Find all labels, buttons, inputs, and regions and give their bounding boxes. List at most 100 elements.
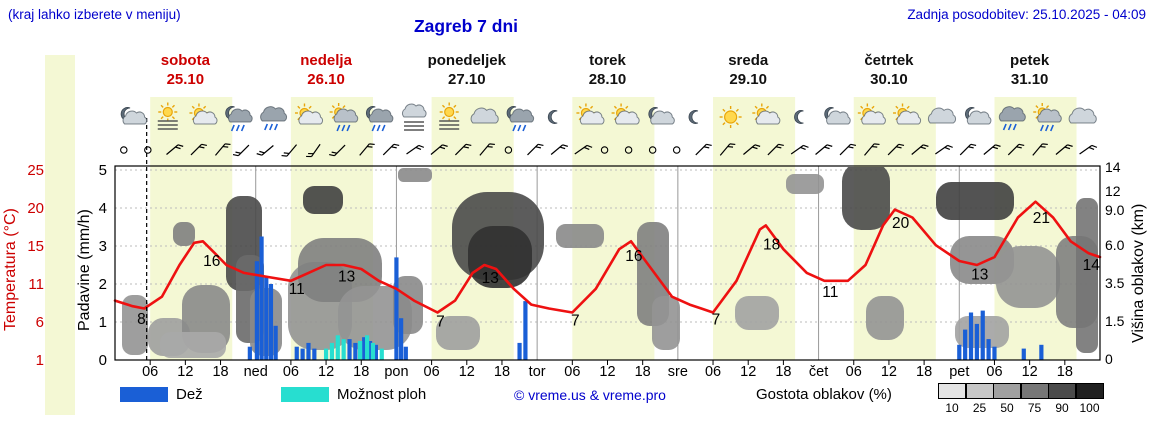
day-header-2: nedelja 26.10 <box>256 51 396 89</box>
weather-icon-sun-cloud <box>189 103 218 125</box>
day-name: nedelja <box>300 52 352 69</box>
weather-icon-fog-sun <box>157 102 178 130</box>
wind-barb-icon <box>911 144 929 155</box>
wind-barb-icon <box>479 143 495 156</box>
weather-icon-cloud <box>927 107 957 124</box>
weather-icon-sun <box>719 106 742 128</box>
x-tick-label: 06 <box>705 364 721 380</box>
cloud-blob <box>842 167 890 230</box>
cloud-scale-segment <box>1075 383 1104 399</box>
cloud-blob <box>996 246 1060 308</box>
wind-barb-icon <box>306 143 321 158</box>
x-tick-label: 18 <box>212 364 228 380</box>
x-tick-label: 06 <box>424 364 440 380</box>
temp-point-label: 11 <box>822 284 838 301</box>
precip-axis-tick: 5 <box>99 162 107 179</box>
x-tick-label: 12 <box>1022 364 1038 380</box>
weather-icon-moon <box>794 110 804 124</box>
x-tick-label: 18 <box>1057 364 1073 380</box>
rain-bar <box>294 346 299 360</box>
rain-legend-label: Dež <box>176 386 203 403</box>
weather-icon-sun-cloud <box>752 103 781 125</box>
wind-barb-icon <box>983 144 1001 155</box>
x-tick-label: 18 <box>916 364 932 380</box>
cloud-blob <box>298 238 382 302</box>
cloud-scale-tick: 75 <box>1027 401 1042 415</box>
weather-icon-rain-moon <box>225 106 253 132</box>
precip-axis-tick: 2 <box>99 276 107 293</box>
rain-bar <box>963 329 968 360</box>
cloud-blob <box>173 222 195 246</box>
cloud-axis-tick: 12 <box>1105 183 1121 199</box>
x-tick-label: 12 <box>599 364 615 380</box>
cloud-blob <box>303 186 343 214</box>
wind-barb-icon <box>1007 143 1025 156</box>
wind-barb-icon <box>382 143 400 156</box>
wind-barb-icon <box>214 143 231 156</box>
temp-axis-tick: 1 <box>36 352 44 369</box>
shower-bar <box>379 348 384 360</box>
cloud-scale-tick: 25 <box>972 401 987 415</box>
cloud-axis-tick: 9.0 <box>1105 202 1125 218</box>
wind-barb-icon <box>864 143 880 156</box>
temp-point-label: 7 <box>571 313 580 330</box>
cloud-blob <box>122 295 148 355</box>
rain-bar <box>980 310 985 360</box>
wind-barb-icon <box>574 144 593 155</box>
credit-link[interactable]: © vreme.us & vreme.pro <box>514 387 666 403</box>
temp-axis-tick: 6 <box>36 314 44 331</box>
rain-bar <box>986 339 991 360</box>
wind-barb-icon <box>550 144 568 155</box>
x-tick-label: 18 <box>635 364 651 380</box>
wind-barb-icon <box>1079 144 1098 155</box>
weather-icon-sun-cloud <box>857 103 886 125</box>
wind-calm-icon <box>600 146 609 154</box>
rain-bar <box>362 337 367 360</box>
rain-bar <box>347 339 352 360</box>
wind-barb-icon <box>256 145 274 156</box>
day-date: 27.10 <box>448 71 486 88</box>
wind-barb-icon <box>935 144 953 155</box>
cloud-blob <box>786 174 824 194</box>
wind-calm-icon <box>648 146 657 154</box>
rain-legend-swatch <box>120 387 168 402</box>
wind-barb-icon <box>719 143 736 156</box>
wind-barb-icon <box>281 144 298 157</box>
shower-bar <box>357 341 363 360</box>
weather-icon-rain-moon <box>366 106 394 132</box>
rain-bar <box>523 301 528 360</box>
wind-barb-icon <box>959 143 977 156</box>
day-boundary-label: pon <box>384 364 408 380</box>
temp-point-label: 21 <box>1033 210 1050 227</box>
day-name: sreda <box>728 52 769 69</box>
day-name: četrtek <box>864 52 914 69</box>
location-menu-hint[interactable]: (kraj lahko izberete v meniju) <box>8 7 181 22</box>
cloud-axis-tick: 0 <box>1105 351 1113 367</box>
day-header-3: ponedeljek 27.10 <box>397 51 537 89</box>
cloud-blob <box>735 296 779 330</box>
precip-axis-tick: 3 <box>99 238 107 255</box>
cloud-density-scale: 10 25 50 75 90 100 <box>938 383 1108 417</box>
rain-bar <box>254 261 259 360</box>
day-header-4: torek 28.10 <box>538 51 678 89</box>
day-header-5: sreda 29.10 <box>678 51 818 89</box>
cloud-scale-segment <box>965 383 994 399</box>
shower-bar <box>323 348 329 360</box>
wind-barb-icon <box>743 144 761 155</box>
cloud-scale-tick: 10 <box>945 401 959 415</box>
cloud-scale-segment <box>993 383 1021 399</box>
weather-icon-moon-cloud <box>965 107 992 125</box>
weather-icon-cloud <box>470 107 499 124</box>
rain-bar <box>403 346 408 360</box>
temp-point-label: 13 <box>971 267 988 284</box>
wind-barb-icon <box>454 143 472 156</box>
wind-barb-icon <box>1055 144 1073 155</box>
rain-bar <box>968 312 974 360</box>
rain-bar <box>264 276 269 360</box>
cloud-blob <box>652 296 680 350</box>
rain-bar <box>373 344 379 360</box>
weather-icon-moon <box>688 110 699 124</box>
cloud-blob <box>556 224 604 248</box>
wind-calm-icon <box>120 146 128 154</box>
